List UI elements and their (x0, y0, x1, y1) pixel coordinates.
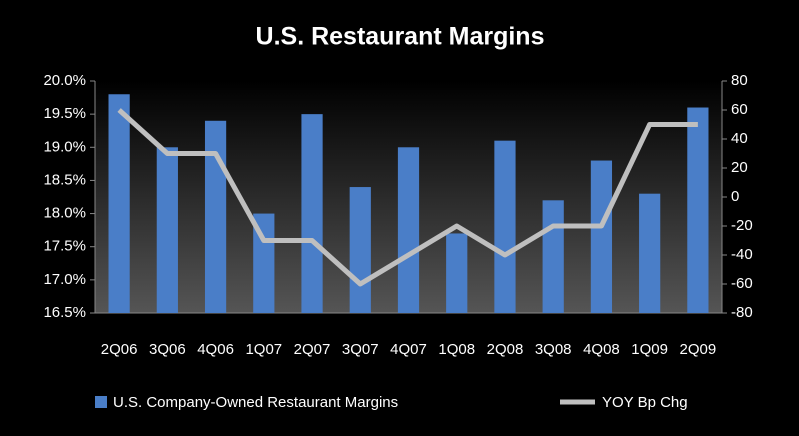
y2-tick-label: 80 (731, 72, 748, 89)
y2-tick-label: -80 (731, 304, 753, 321)
bar (494, 140, 516, 313)
bar (349, 187, 371, 313)
y-tick-label: 17.0% (43, 271, 86, 288)
x-tick-label: 1Q09 (631, 341, 668, 358)
x-tick-label: 4Q06 (197, 341, 234, 358)
y-tick-label: 19.5% (43, 105, 86, 122)
x-tick-label: 3Q08 (535, 341, 572, 358)
x-tick-label: 2Q06 (101, 341, 138, 358)
line (117, 108, 698, 287)
bar (590, 160, 613, 313)
legend-label: YOY Bp Chg (602, 394, 688, 411)
bar (446, 233, 468, 313)
y-tick-label: 16.5% (43, 304, 86, 321)
bar (108, 94, 130, 313)
bar (156, 147, 178, 313)
y-tick-label: 20.0% (43, 72, 86, 89)
bar (687, 107, 709, 313)
y-tick-label: 19.0% (43, 138, 86, 155)
legend-label: U.S. Company-Owned Restaurant Margins (113, 394, 398, 411)
legend-swatch (95, 396, 107, 408)
x-tick-label: 3Q06 (149, 341, 186, 358)
y2-tick-label: 0 (731, 188, 739, 205)
y-tick-label: 17.5% (43, 238, 86, 255)
bar (204, 120, 227, 314)
x-tick-label: 2Q08 (487, 341, 524, 358)
x-tick-label: 2Q07 (294, 341, 331, 358)
bar (397, 147, 420, 313)
x-tick-label: 3Q07 (342, 341, 379, 358)
bar (639, 193, 661, 313)
x-tick-label: 2Q09 (680, 341, 717, 358)
y2-tick-label: -60 (731, 275, 753, 292)
x-tick-label: 1Q07 (245, 341, 282, 358)
y-tick-label: 18.5% (43, 171, 86, 188)
y2-tick-label: -20 (731, 217, 753, 234)
y2-tick-label: 40 (731, 130, 748, 147)
y2-tick-label: 60 (731, 101, 748, 118)
y-tick-label: 18.0% (43, 205, 86, 222)
x-tick-label: 4Q08 (583, 341, 620, 358)
x-tick-label: 4Q07 (390, 341, 427, 358)
chart-title: U.S. Restaurant Margins (256, 23, 545, 51)
y2-tick-label: -40 (731, 246, 753, 263)
y2-tick-label: 20 (731, 159, 748, 176)
x-tick-label: 1Q08 (438, 341, 475, 358)
bar (542, 200, 564, 313)
bar (301, 114, 323, 314)
